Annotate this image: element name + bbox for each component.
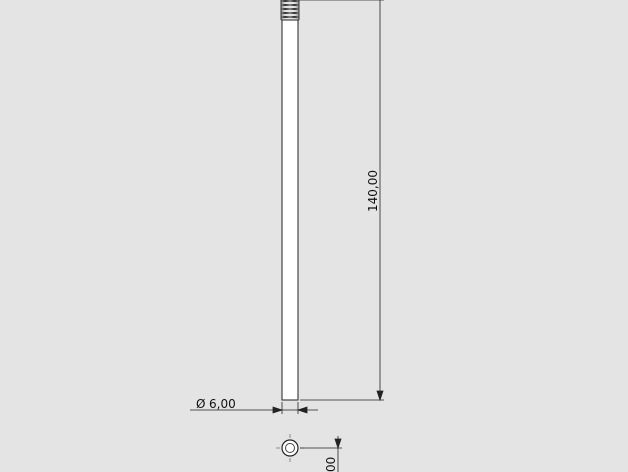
rod-body [281, 19, 299, 401]
length-dimension-label: 140,00 [366, 170, 380, 212]
end-view-dimension [300, 436, 342, 472]
diameter-dimension-label: 6,00 [209, 397, 236, 411]
diameter-symbol: Ø [196, 397, 205, 411]
length-dimension [299, 0, 384, 402]
end-view-dimension-label: 00 [324, 457, 338, 472]
diameter-dimension [190, 402, 318, 414]
rod-end-view [276, 434, 304, 462]
rod-thread [280, 0, 300, 21]
